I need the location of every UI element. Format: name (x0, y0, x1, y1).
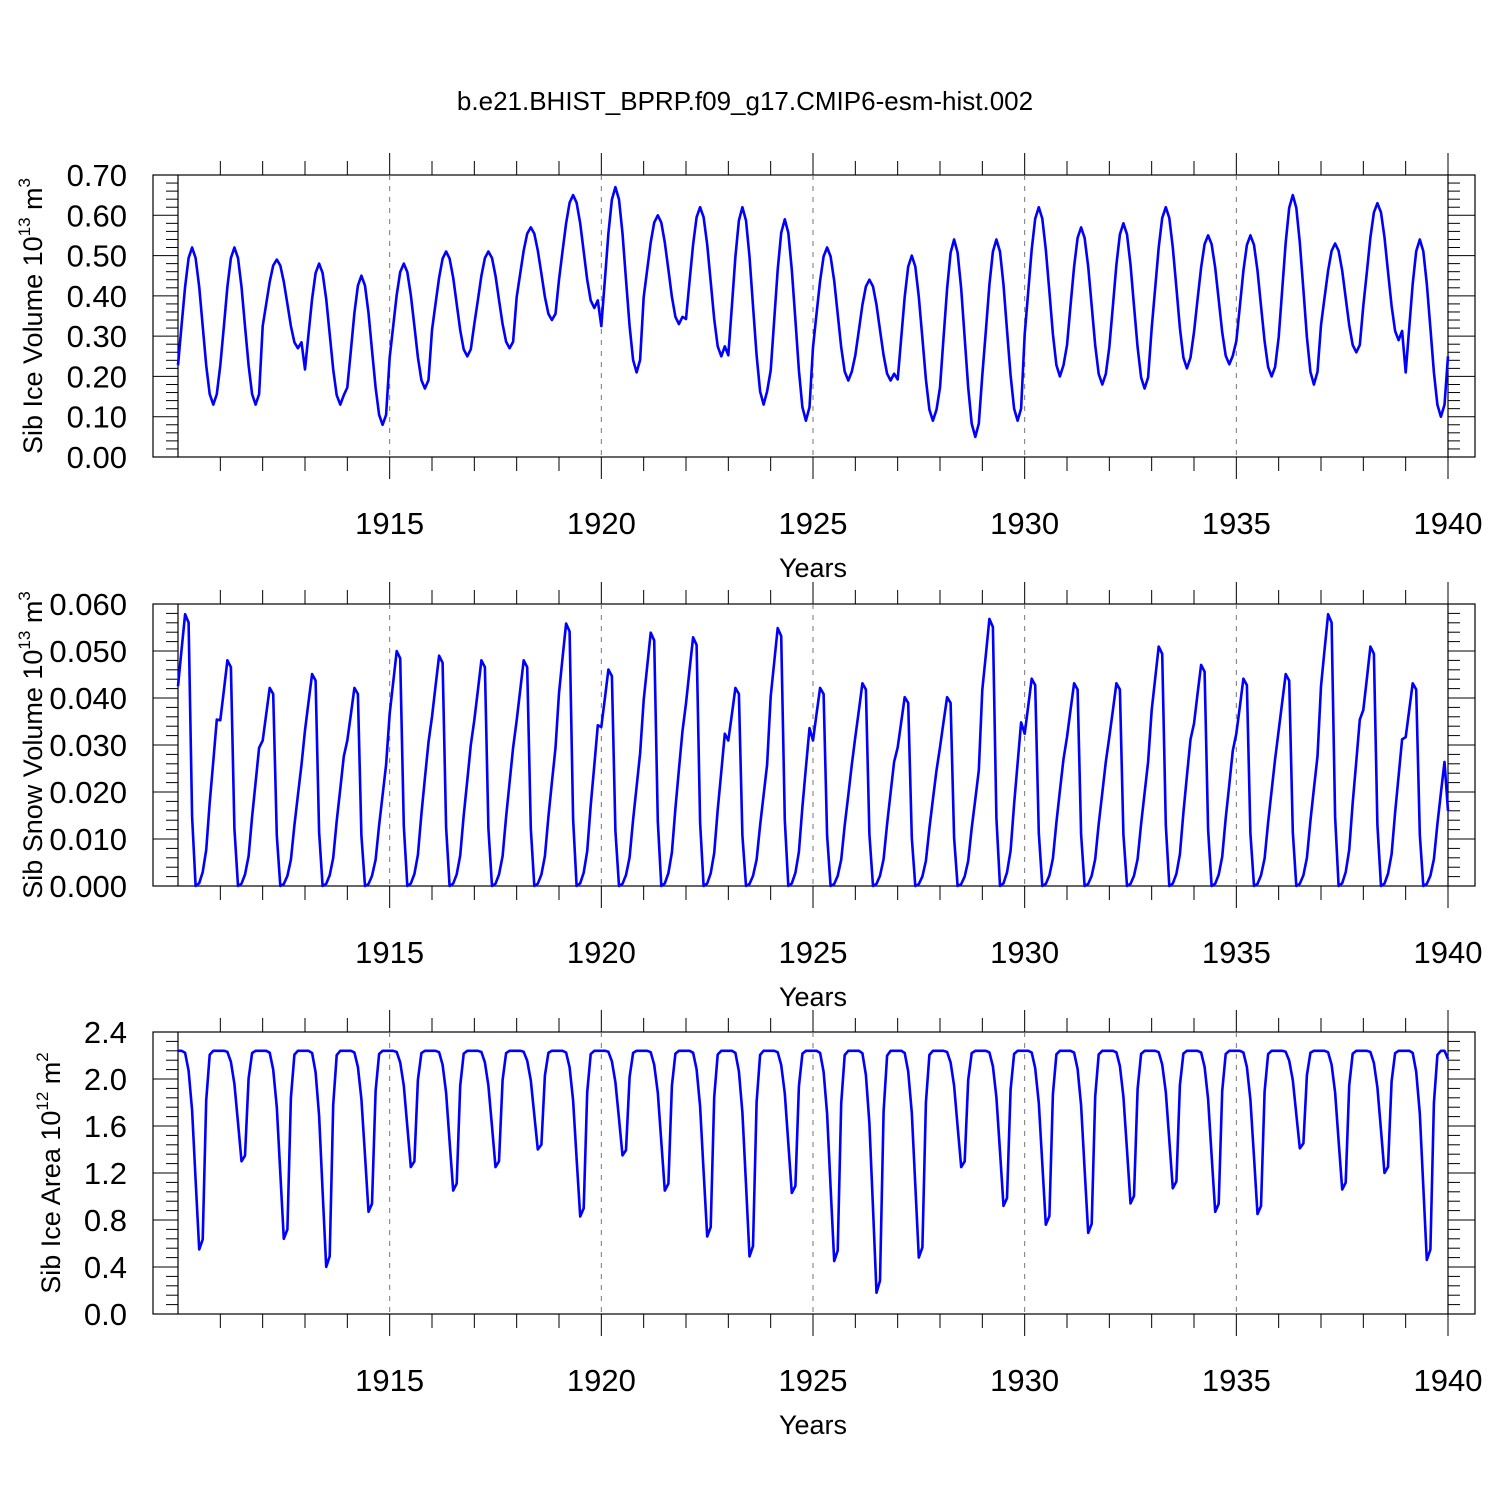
y-tick-label: 0.50 (67, 239, 127, 274)
x-tick-label: 1920 (567, 506, 636, 541)
y-tick-label: 1.6 (84, 1109, 127, 1144)
x-axis-label: Years (779, 1410, 847, 1440)
x-tick-label: 1940 (1414, 506, 1483, 541)
y-tick-label: 0.010 (49, 822, 127, 857)
plot-frame (152, 1031, 1476, 1315)
y-tick-label: 0.8 (84, 1203, 127, 1238)
x-tick-label: 1935 (1202, 935, 1271, 970)
x-tick-label: 1920 (567, 935, 636, 970)
y-tick-label: 0.000 (49, 869, 127, 904)
x-tick-label: 1935 (1202, 1363, 1271, 1398)
y-tick-label: 0.4 (84, 1250, 127, 1285)
y-tick-label: 0.050 (49, 634, 127, 669)
y-tick-label: 0.20 (67, 359, 127, 394)
x-axis-label: Years (779, 553, 847, 583)
panel-1: 0.00 0.10 0.20 0.30 0.40 0.50 0.60 0.70 1915 1920… (15, 153, 1482, 583)
x-tick-label: 1930 (990, 935, 1059, 970)
x-tick-label: 1935 (1202, 506, 1271, 541)
x-tick-label: 1930 (990, 1363, 1059, 1398)
x-tick-label: 1925 (779, 935, 848, 970)
y-tick-label: 0.020 (49, 775, 127, 810)
y-tick-label: 0.00 (67, 440, 127, 475)
y-tick-label: 0.60 (67, 198, 127, 233)
x-axis-label: Years (779, 982, 847, 1012)
y-axis-label: Sib Snow Volume 1013 m3 (15, 591, 48, 899)
x-tick-label: 1915 (355, 1363, 424, 1398)
y-tick-label: 0.0 (84, 1297, 127, 1332)
y-tick-label: 0.060 (49, 587, 127, 622)
chart-panels: 0.00 0.10 0.20 0.30 0.40 0.50 0.60 0.70 1915 1920… (15, 153, 1482, 1440)
y-tick-label: 0.040 (49, 681, 127, 716)
y-tick-label: 0.70 (67, 158, 127, 193)
x-tick-label: 1920 (567, 1363, 636, 1398)
y-tick-label: 1.2 (84, 1156, 127, 1191)
x-tick-label: 1925 (779, 506, 848, 541)
series-line (178, 1049, 1450, 1295)
y-tick-label: 0.10 (67, 400, 127, 435)
y-tick-label: 0.30 (67, 319, 127, 354)
plot-frame (152, 174, 1476, 458)
panel-2: 0.000 0.010 0.020 0.030 0.040 0.050 0.060 1915 1… (15, 582, 1482, 1012)
series-line (176, 612, 1450, 888)
y-tick-label: 0.40 (67, 279, 127, 314)
x-tick-label: 1930 (990, 506, 1059, 541)
x-tick-label: 1925 (779, 1363, 848, 1398)
x-tick-label: 1940 (1414, 935, 1483, 970)
x-tick-label: 1915 (355, 506, 424, 541)
y-tick-label: 2.0 (84, 1062, 127, 1097)
chart-title: b.e21.BHIST_BPRP.f09_g17.CMIP6-esm-hist.… (457, 86, 1033, 116)
x-tick-label: 1915 (355, 935, 424, 970)
panel-3: 0.0 0.4 0.8 1.2 1.6 2.0 2.4 1915 1920 1925 1930 193… (33, 1010, 1482, 1440)
series-line (176, 185, 1450, 439)
y-axis-label: Sib Ice Area 1012 m2 (33, 1052, 66, 1294)
y-tick-label: 2.4 (84, 1015, 127, 1050)
y-tick-label: 0.030 (49, 728, 127, 763)
y-axis-label: Sib Ice Volume 1013 m3 (15, 178, 48, 454)
x-tick-label: 1940 (1414, 1363, 1483, 1398)
